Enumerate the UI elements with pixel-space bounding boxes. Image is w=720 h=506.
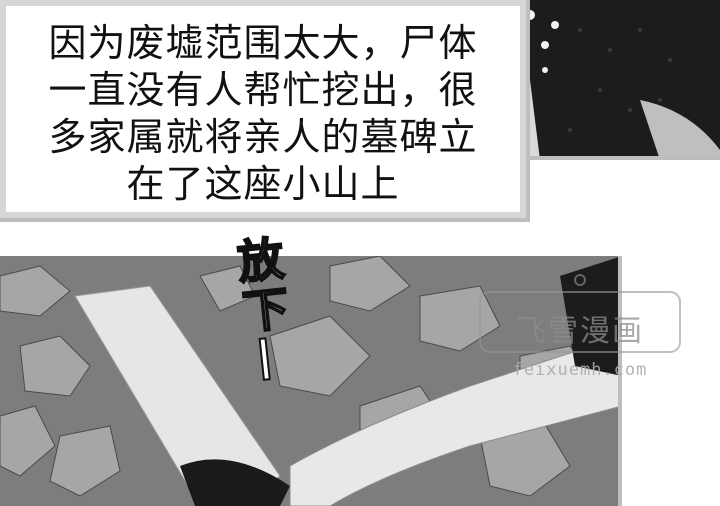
caption-box: 因为废墟范围太大，尸体 一直没有人帮忙挖出，很 多家属就将亲人的墓碑立 在了这座… (0, 0, 530, 222)
caption-line-4: 在了这座小山上 (126, 162, 400, 206)
watermark: 飞雪漫画 feixuemh.com (470, 272, 690, 396)
sound-effect: 放下— (227, 233, 310, 436)
caption-text: 因为废墟范围太大，尸体 一直没有人帮忙挖出，很 多家属就将亲人的墓碑立 在了这座… (18, 20, 508, 208)
caption-line-1: 因为废墟范围太大，尸体 (48, 21, 478, 65)
watermark-url: feixuemh.com (512, 360, 648, 380)
watermark-title: 飞雪漫画 (516, 314, 644, 349)
watermark-frame (479, 274, 681, 353)
caption-line-3: 多家属就将亲人的墓碑立 (48, 115, 478, 159)
panel-border (530, 156, 720, 160)
caption-line-2: 一直没有人帮忙挖出，很 (48, 68, 478, 112)
panel-border (618, 256, 622, 506)
sound-effect-text: 放下— (227, 233, 298, 390)
